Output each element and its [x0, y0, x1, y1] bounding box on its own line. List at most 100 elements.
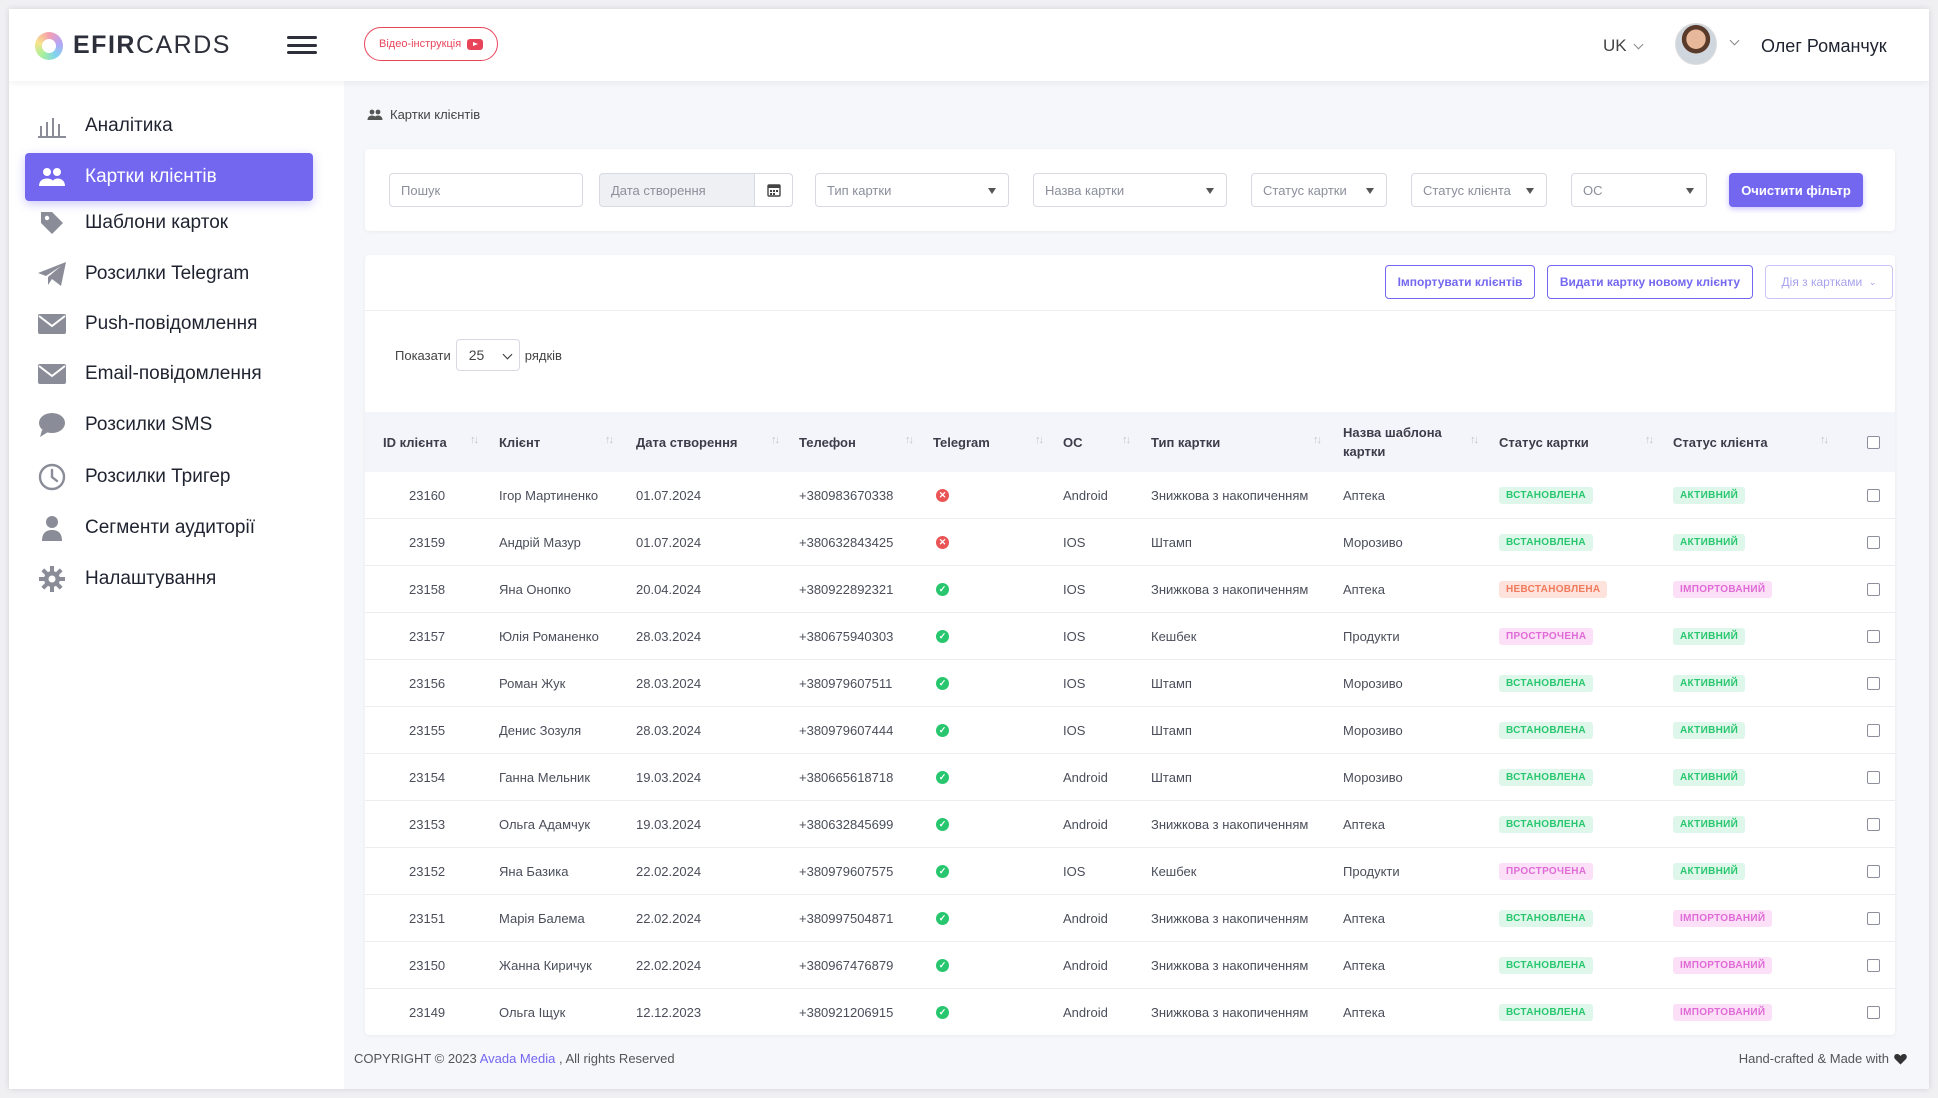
user-menu-chevron-icon[interactable]: [1729, 35, 1740, 46]
sort-icon[interactable]: ↑↓: [470, 434, 479, 446]
user-name[interactable]: Олег Романчук: [1761, 36, 1887, 56]
client-status-badge: АКТИВНИЙ: [1673, 816, 1746, 833]
avatar[interactable]: [1675, 23, 1717, 65]
sidebar-item-2[interactable]: Картки клієнтів: [25, 153, 313, 201]
row-checkbox[interactable]: [1867, 583, 1880, 596]
table-row[interactable]: 23149 Ольга Іщук 12.12.2023 +380921206915 ✓ A…: [365, 989, 1895, 1035]
clear-filter-button[interactable]: Очистити фільтр: [1729, 173, 1863, 207]
telegram-connected-icon: ✓: [936, 818, 949, 831]
table-row[interactable]: 23150 Жанна Киричук 22.02.2024 +38096747687…: [365, 942, 1895, 989]
col-card-status[interactable]: Статус картки: [1499, 434, 1589, 450]
row-checkbox[interactable]: [1867, 536, 1880, 549]
company-link[interactable]: Avada Media: [479, 1051, 556, 1066]
cell-client[interactable]: Ольга Адамчук: [499, 817, 591, 832]
table-row[interactable]: 23159 Андрій Мазур 01.07.2024 +380632843425…: [365, 519, 1895, 566]
sort-icon[interactable]: ↑↓: [1645, 434, 1654, 446]
sidebar-item-1[interactable]: Аналітика: [25, 102, 313, 150]
sidebar-item-4[interactable]: Розсилки Telegram: [25, 250, 313, 298]
cell-client[interactable]: Андрій Мазур: [499, 535, 581, 550]
cell-client[interactable]: Яна Онопко: [499, 582, 572, 597]
language-selector[interactable]: UK: [1603, 36, 1644, 56]
client-status-select[interactable]: Статус клієнта: [1411, 173, 1547, 207]
table-row[interactable]: 23152 Яна Базика 22.02.2024 +380979607575 ✓ I…: [365, 848, 1895, 895]
cell-client[interactable]: Роман Жук: [499, 676, 566, 691]
sort-icon[interactable]: ↑↓: [1470, 434, 1479, 446]
col-template[interactable]: Назва шаблона картки: [1343, 425, 1442, 459]
col-card-type[interactable]: Тип картки: [1151, 434, 1221, 450]
col-created[interactable]: Дата створення: [636, 434, 738, 450]
row-checkbox[interactable]: [1867, 1006, 1880, 1019]
sidebar-item-8[interactable]: Розсилки Тригер: [25, 453, 313, 501]
row-checkbox[interactable]: [1867, 865, 1880, 878]
sort-icon[interactable]: ↑↓: [1313, 434, 1322, 446]
os-select[interactable]: ОС: [1571, 173, 1707, 207]
col-id[interactable]: ID клієнта: [383, 434, 447, 450]
table-row[interactable]: 23156 Роман Жук 28.03.2024 +380979607511 ✓ IO…: [365, 660, 1895, 707]
table-header: ID клієнта ↑↓ Клієнт ↑↓ Дата створення ↑…: [365, 412, 1895, 472]
cell-client[interactable]: Марія Балема: [499, 911, 585, 926]
gear-icon: [37, 566, 67, 592]
sort-icon[interactable]: ↑↓: [1122, 434, 1131, 446]
card-status-badge: ПРОСТРОЧЕНА: [1499, 628, 1594, 645]
sidebar-item-10[interactable]: Налаштування: [25, 555, 313, 603]
row-checkbox[interactable]: [1867, 912, 1880, 925]
table-row[interactable]: 23151 Марія Балема 22.02.2024 +380997504871…: [365, 895, 1895, 942]
bulk-actions-button[interactable]: Дія з картками ⌄: [1765, 265, 1893, 299]
sort-icon[interactable]: ↑↓: [1820, 434, 1829, 446]
rows-per-page-select[interactable]: 25: [455, 339, 520, 371]
logo[interactable]: EFIRCARDS: [35, 31, 231, 60]
import-clients-button[interactable]: Імпортувати клієнтів: [1385, 265, 1535, 299]
col-client-status[interactable]: Статус клієнта: [1673, 434, 1768, 450]
sidebar-item-6[interactable]: Email-повідомлення: [25, 350, 313, 398]
cell-date: 01.07.2024: [636, 488, 702, 503]
card-type-select[interactable]: Тип картки: [815, 173, 1009, 207]
sidebar-item-7[interactable]: Розсилки SMS: [25, 401, 313, 449]
row-checkbox[interactable]: [1867, 677, 1880, 690]
sidebar-item-5[interactable]: Push-повідомлення: [25, 300, 313, 348]
table-row[interactable]: 23157 Юлія Романенко 28.03.2024 +3806759403…: [365, 613, 1895, 660]
table-row[interactable]: 23154 Ганна Мельник 19.03.2024 +38066561871…: [365, 754, 1895, 801]
row-checkbox[interactable]: [1867, 489, 1880, 502]
cell-client[interactable]: Ганна Мельник: [499, 770, 590, 785]
cell-client[interactable]: Ольга Іщук: [499, 1005, 566, 1020]
row-checkbox[interactable]: [1867, 818, 1880, 831]
card-status-badge: ВСТАНОВЛЕНА: [1499, 769, 1593, 786]
col-os[interactable]: ОС: [1063, 434, 1083, 450]
person-icon: [37, 515, 67, 541]
date-created-input[interactable]: Дата створення: [599, 173, 793, 207]
cell-client[interactable]: Яна Базика: [499, 864, 569, 879]
cell-client[interactable]: Жанна Киричук: [499, 958, 592, 973]
cell-client[interactable]: Денис Зозуля: [499, 723, 582, 738]
sort-icon[interactable]: ↑↓: [605, 434, 614, 446]
card-status-badge: ВСТАНОВЛЕНА: [1499, 722, 1593, 739]
calendar-icon[interactable]: [754, 174, 792, 206]
card-name-select[interactable]: Назва картки: [1033, 173, 1227, 207]
sort-icon[interactable]: ↑↓: [1035, 434, 1044, 446]
table-row[interactable]: 23160 Ігор Мартиненко 01.07.2024 +380983670…: [365, 472, 1895, 519]
menu-toggle-icon[interactable]: [287, 36, 317, 54]
telegram-icon: [37, 261, 67, 287]
table-row[interactable]: 23153 Ольга Адамчук 19.03.2024 +38063284569…: [365, 801, 1895, 848]
cell-date: 28.03.2024: [636, 723, 702, 738]
cell-id: 23153: [409, 817, 446, 832]
col-telegram[interactable]: Telegram: [933, 434, 990, 450]
select-all-checkbox[interactable]: [1867, 435, 1880, 449]
card-status-select[interactable]: Статус картки: [1251, 173, 1387, 207]
col-client[interactable]: Клієнт: [499, 434, 541, 450]
row-checkbox[interactable]: [1867, 630, 1880, 643]
sort-icon[interactable]: ↑↓: [771, 434, 780, 446]
sidebar-item-3[interactable]: Шаблони карток: [25, 199, 313, 247]
row-checkbox[interactable]: [1867, 724, 1880, 737]
sidebar-item-9[interactable]: Сегменти аудиторії: [25, 504, 313, 552]
issue-card-button[interactable]: Видати картку новому клієнту: [1547, 265, 1753, 299]
table-row[interactable]: 23158 Яна Онопко 20.04.2024 +380922892321 ✓ I…: [365, 566, 1895, 613]
sort-icon[interactable]: ↑↓: [905, 434, 914, 446]
cell-client[interactable]: Ігор Мартиненко: [499, 488, 599, 503]
video-instruction-button[interactable]: Відео-інструкція: [364, 27, 499, 61]
cell-client[interactable]: Юлія Романенко: [499, 629, 599, 644]
search-input[interactable]: Пошук: [389, 173, 583, 207]
col-phone[interactable]: Телефон: [799, 434, 856, 450]
row-checkbox[interactable]: [1867, 959, 1880, 972]
table-row[interactable]: 23155 Денис Зозуля 28.03.2024 +380979607444…: [365, 707, 1895, 754]
row-checkbox[interactable]: [1867, 771, 1880, 784]
